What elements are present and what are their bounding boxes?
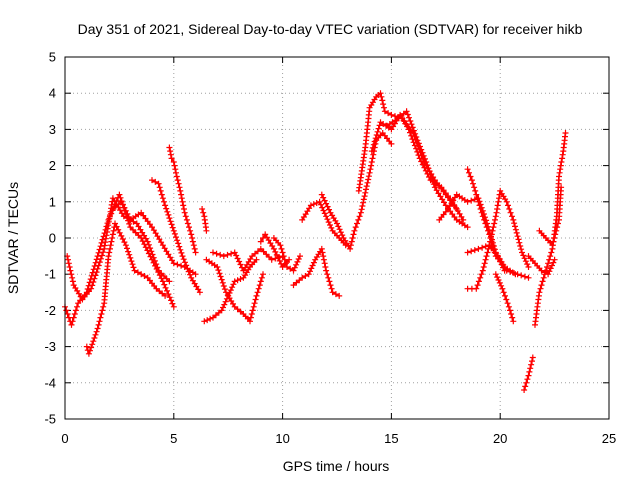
data-point-markers <box>257 231 293 270</box>
series-trace-6 <box>166 144 199 256</box>
series-trace-24 <box>521 354 536 393</box>
data-point-markers <box>290 245 343 299</box>
y-tick-label: -5 <box>44 412 56 427</box>
series-trace-23 <box>492 271 517 325</box>
series-trace-2 <box>64 195 173 303</box>
data-point-markers <box>199 206 210 234</box>
data-point-markers <box>384 108 471 231</box>
series-trace-13 <box>290 245 343 299</box>
y-tick-label: 2 <box>49 158 56 173</box>
series-line <box>64 193 175 326</box>
series-trace-18 <box>384 108 471 231</box>
data-layer <box>62 90 569 393</box>
chart-title: Day 351 of 2021, Sidereal Day-to-day VTE… <box>78 21 583 37</box>
x-tick-label: 0 <box>61 431 68 446</box>
data-point-markers <box>149 177 203 296</box>
series-trace-10 <box>210 245 286 274</box>
series-trace-5 <box>149 177 203 296</box>
y-tick-label: -3 <box>44 339 56 354</box>
x-tick-label: 5 <box>170 431 177 446</box>
series-line <box>205 258 264 323</box>
series-trace-22 <box>464 187 532 292</box>
y-tick-label: -1 <box>44 267 56 282</box>
series-trace-1 <box>62 191 177 328</box>
data-point-markers <box>536 184 565 249</box>
series-trace-27 <box>536 184 565 249</box>
series-trace-4 <box>109 198 199 278</box>
series-trace-8 <box>201 256 260 325</box>
data-point-markers <box>521 354 536 393</box>
y-axis-label: SDTVAR / TECUs <box>5 182 21 294</box>
series-line <box>466 168 517 276</box>
data-point-markers <box>464 166 519 278</box>
data-point-markers <box>64 195 173 303</box>
x-axis-label: GPS time / hours <box>283 458 390 474</box>
series-trace-21 <box>464 166 519 278</box>
y-tick-label: 4 <box>49 86 56 101</box>
x-tick-label: 15 <box>384 431 398 446</box>
x-tick-label: 10 <box>275 431 289 446</box>
series-trace-12 <box>257 231 293 270</box>
data-point-markers <box>299 198 349 249</box>
x-tick-label: 20 <box>493 431 507 446</box>
data-point-markers <box>210 245 286 274</box>
series-trace-3 <box>83 220 169 357</box>
series-trace-26 <box>525 253 558 278</box>
y-tick-label: -4 <box>44 375 56 390</box>
series-trace-9 <box>203 256 266 325</box>
series-trace-25 <box>532 130 569 328</box>
data-point-markers <box>203 256 266 325</box>
data-point-markers <box>436 191 508 274</box>
y-tick-label: -2 <box>44 303 56 318</box>
y-tick-label: 3 <box>49 122 56 137</box>
data-point-markers <box>525 253 558 278</box>
series-trace-19 <box>436 191 508 274</box>
y-tick-label: 0 <box>49 231 56 246</box>
series-trace-7 <box>199 206 210 234</box>
data-point-markers <box>201 256 260 325</box>
series-trace-11 <box>270 235 303 274</box>
data-point-markers <box>270 235 303 274</box>
axis-ticks: -5 -4 -3 -2 -1 0 1 2 3 4 5 0 5 10 15 20 25 <box>44 50 616 447</box>
data-point-markers <box>62 191 177 328</box>
series-trace-14 <box>299 198 349 249</box>
plot-frame <box>64 56 610 420</box>
data-point-markers <box>166 144 199 256</box>
data-point-markers <box>464 187 532 292</box>
y-tick-label: 5 <box>49 50 56 65</box>
data-point-markers <box>532 130 569 328</box>
y-tick-label: 1 <box>49 194 56 209</box>
data-point-markers <box>109 198 199 278</box>
data-point-markers <box>492 271 517 325</box>
data-point-markers <box>83 220 169 357</box>
x-tick-label: 25 <box>602 431 616 446</box>
